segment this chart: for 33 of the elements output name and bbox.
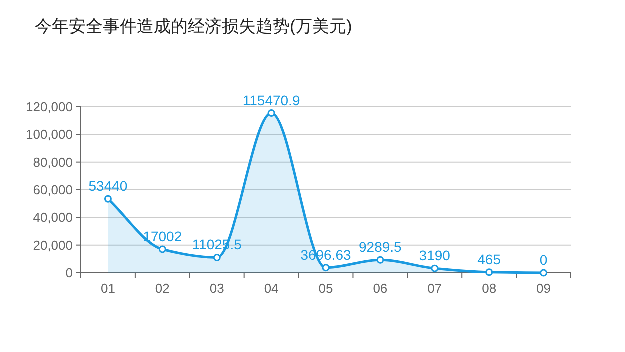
x-tick-label: 03	[210, 281, 224, 296]
point	[540, 269, 548, 277]
y-tick-label: 20,000	[33, 238, 73, 253]
x-tick-label: 04	[264, 281, 279, 296]
point	[322, 264, 330, 272]
point	[213, 254, 221, 262]
point	[268, 110, 276, 118]
x-tick-label: 09	[536, 281, 552, 296]
x-tick-label: 08	[482, 281, 497, 296]
point	[486, 268, 494, 276]
x-tick-label: 01	[100, 281, 116, 296]
y-tick-label: 120,000	[26, 100, 73, 114]
data-label: 0	[540, 252, 548, 268]
x-tick-label: 05	[318, 281, 334, 296]
x-tick-label: 02	[155, 281, 170, 296]
y-tick-label: 40,000	[33, 210, 73, 226]
y-tick-label: 0	[66, 266, 73, 280]
y-tick-label: 100,000	[26, 127, 73, 142]
data-label: 115470.9	[242, 92, 300, 108]
data-label: 465	[478, 251, 502, 268]
point	[158, 246, 166, 254]
chart-title: 今年安全事件造成的经济损失趋势(万美元)	[35, 17, 352, 36]
y-tick-label: 80,000	[33, 154, 73, 170]
y-tick-label: 60,000	[33, 182, 73, 198]
data-label: 9289.5	[359, 239, 402, 256]
data-label: 53440	[88, 178, 128, 194]
point	[376, 256, 384, 264]
data-label: 17002	[143, 228, 182, 244]
point	[104, 195, 112, 203]
data-label: 3190	[419, 248, 451, 264]
point	[431, 264, 439, 272]
x-tick-label: 06	[373, 281, 388, 296]
x-tick-label: 07	[428, 281, 442, 296]
